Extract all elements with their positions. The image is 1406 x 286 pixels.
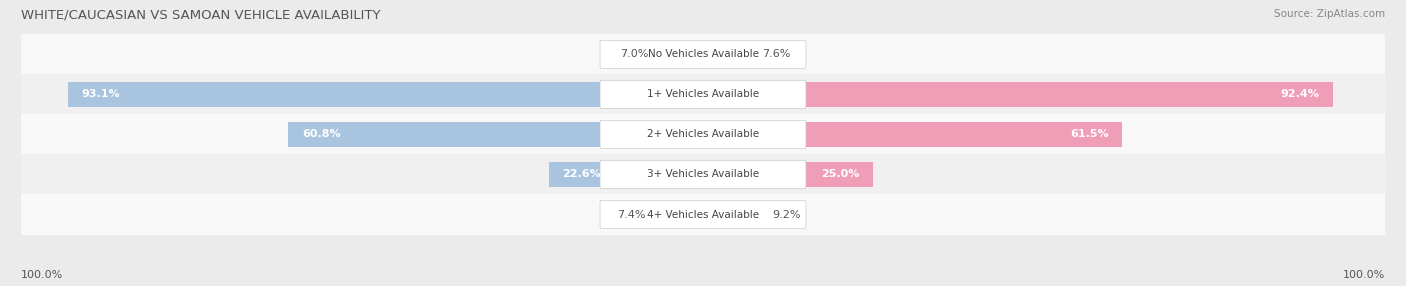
Text: 60.8%: 60.8% xyxy=(302,130,340,139)
FancyBboxPatch shape xyxy=(600,200,806,229)
Text: WHITE/CAUCASIAN VS SAMOAN VEHICLE AVAILABILITY: WHITE/CAUCASIAN VS SAMOAN VEHICLE AVAILA… xyxy=(21,9,381,21)
Bar xyxy=(652,202,703,227)
Text: Source: ZipAtlas.com: Source: ZipAtlas.com xyxy=(1274,9,1385,19)
Text: No Vehicles Available: No Vehicles Available xyxy=(648,49,758,59)
Text: 61.5%: 61.5% xyxy=(1070,130,1109,139)
FancyBboxPatch shape xyxy=(600,80,806,108)
Text: 93.1%: 93.1% xyxy=(82,90,121,99)
Text: 92.4%: 92.4% xyxy=(1281,90,1319,99)
FancyBboxPatch shape xyxy=(21,74,1385,114)
Bar xyxy=(288,122,703,147)
Text: 4+ Vehicles Available: 4+ Vehicles Available xyxy=(647,210,759,219)
FancyBboxPatch shape xyxy=(600,120,806,148)
Text: 3+ Vehicles Available: 3+ Vehicles Available xyxy=(647,170,759,179)
Bar xyxy=(703,82,1333,107)
Text: 1+ Vehicles Available: 1+ Vehicles Available xyxy=(647,90,759,99)
Text: 7.4%: 7.4% xyxy=(617,210,645,219)
FancyBboxPatch shape xyxy=(21,34,1385,74)
Bar xyxy=(703,162,873,187)
Text: 7.6%: 7.6% xyxy=(762,49,790,59)
Bar xyxy=(67,82,703,107)
Bar xyxy=(548,162,703,187)
FancyBboxPatch shape xyxy=(21,194,1385,235)
FancyBboxPatch shape xyxy=(21,114,1385,154)
FancyBboxPatch shape xyxy=(600,40,806,68)
Bar xyxy=(703,42,755,67)
Text: 100.0%: 100.0% xyxy=(21,270,63,280)
Text: 9.2%: 9.2% xyxy=(772,210,801,219)
Text: 25.0%: 25.0% xyxy=(821,170,860,179)
Text: 100.0%: 100.0% xyxy=(1343,270,1385,280)
FancyBboxPatch shape xyxy=(600,160,806,188)
Text: 22.6%: 22.6% xyxy=(562,170,602,179)
Text: 2+ Vehicles Available: 2+ Vehicles Available xyxy=(647,130,759,139)
Bar xyxy=(655,42,703,67)
FancyBboxPatch shape xyxy=(21,154,1385,194)
Bar xyxy=(703,202,766,227)
Bar xyxy=(703,122,1122,147)
Text: 7.0%: 7.0% xyxy=(620,49,648,59)
